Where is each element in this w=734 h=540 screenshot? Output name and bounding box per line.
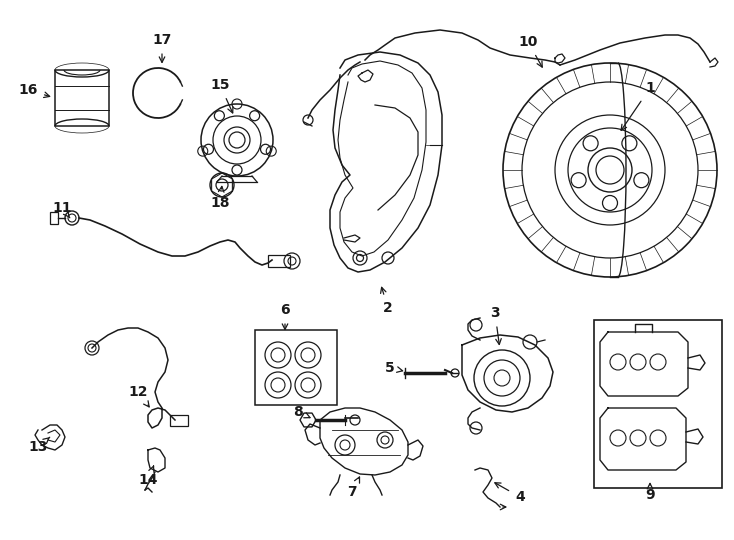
Text: 17: 17 <box>153 33 172 63</box>
Bar <box>268 255 290 267</box>
Text: 8: 8 <box>293 405 310 419</box>
Text: 15: 15 <box>210 78 233 113</box>
Text: 6: 6 <box>280 303 290 329</box>
Bar <box>55 70 109 126</box>
Text: 3: 3 <box>490 306 501 345</box>
Text: 7: 7 <box>347 477 360 499</box>
Bar <box>170 415 188 426</box>
Text: 5: 5 <box>385 361 403 375</box>
Bar <box>50 212 58 224</box>
Text: 12: 12 <box>128 385 149 407</box>
Text: 2: 2 <box>381 287 393 315</box>
Text: 13: 13 <box>29 437 50 454</box>
Bar <box>255 330 337 405</box>
Text: 4: 4 <box>495 483 525 504</box>
Text: 11: 11 <box>52 201 72 218</box>
Text: 9: 9 <box>645 483 655 502</box>
Text: 10: 10 <box>518 35 542 67</box>
Text: 1: 1 <box>621 81 655 130</box>
Bar <box>594 320 722 488</box>
Text: 16: 16 <box>18 83 50 98</box>
Text: 14: 14 <box>138 466 158 487</box>
Text: 18: 18 <box>210 186 230 210</box>
